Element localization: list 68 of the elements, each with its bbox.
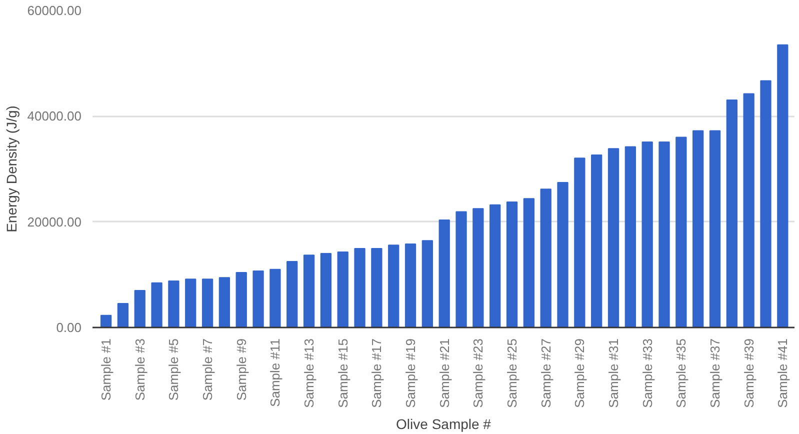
x-tick-label: Sample #21 bbox=[436, 338, 452, 408]
x-tick-label: Sample #7 bbox=[200, 338, 216, 401]
bar bbox=[523, 198, 534, 328]
bar bbox=[591, 154, 602, 328]
bar bbox=[218, 277, 230, 328]
bar bbox=[371, 248, 382, 328]
x-tick-label: Sample #33 bbox=[640, 338, 655, 408]
bar bbox=[354, 248, 366, 328]
x-tick-label: Sample #35 bbox=[674, 338, 689, 408]
bar bbox=[777, 44, 788, 328]
bar bbox=[743, 93, 754, 328]
bar bbox=[472, 208, 484, 328]
bar bbox=[438, 219, 450, 328]
x-tick-label: Sample #15 bbox=[335, 338, 350, 408]
x-tick-label: Sample #9 bbox=[234, 338, 249, 401]
x-tick-label: Sample #25 bbox=[504, 338, 520, 408]
bar bbox=[303, 254, 315, 328]
x-tick-label: Sample #31 bbox=[606, 338, 621, 408]
x-tick-label: Sample #29 bbox=[572, 338, 588, 408]
bar bbox=[456, 211, 467, 328]
bar bbox=[320, 253, 332, 328]
x-tick-label: Sample #11 bbox=[268, 338, 283, 407]
bar bbox=[608, 148, 620, 328]
x-axis-title: Olive Sample # bbox=[396, 416, 492, 432]
bar bbox=[151, 282, 162, 328]
x-tick-label: Sample #17 bbox=[369, 338, 384, 408]
bar bbox=[117, 302, 129, 328]
bar bbox=[490, 204, 501, 328]
bar bbox=[574, 158, 586, 328]
x-tick-label: Sample #1 bbox=[98, 338, 114, 401]
bar bbox=[692, 130, 704, 328]
bar bbox=[709, 130, 721, 328]
bar bbox=[134, 290, 146, 328]
y-axis-title: Energy Density (J/g) bbox=[3, 106, 20, 232]
x-tick-label: Sample #19 bbox=[403, 338, 418, 408]
x-tick-label: Sample #13 bbox=[302, 338, 317, 408]
x-tick-label: Sample #23 bbox=[470, 338, 486, 408]
y-tick-label: 20000.00 bbox=[27, 214, 82, 230]
bar bbox=[404, 244, 416, 328]
bar bbox=[202, 278, 214, 328]
x-tick-label: Sample #37 bbox=[707, 338, 722, 408]
x-tick-label: Sample #27 bbox=[538, 338, 554, 408]
x-tick-label: Sample #41 bbox=[775, 338, 790, 408]
bar bbox=[726, 100, 738, 328]
bar bbox=[185, 278, 196, 328]
bar bbox=[624, 146, 636, 328]
x-tick-label: Sample #5 bbox=[166, 338, 182, 401]
bar bbox=[286, 260, 298, 328]
bar bbox=[252, 270, 264, 328]
y-tick-label: 40000.00 bbox=[27, 108, 82, 124]
bar bbox=[422, 240, 434, 328]
bar bbox=[236, 272, 247, 328]
x-tick-label: Sample #3 bbox=[132, 338, 148, 401]
x-tick-label: Sample #39 bbox=[741, 338, 756, 408]
bar bbox=[506, 202, 518, 328]
bar bbox=[100, 314, 112, 328]
bar bbox=[388, 244, 400, 328]
y-tick-label: 0.00 bbox=[56, 320, 82, 335]
bar bbox=[270, 268, 281, 328]
bar bbox=[676, 136, 687, 328]
bar bbox=[168, 280, 180, 328]
bar bbox=[540, 188, 552, 328]
bar bbox=[642, 142, 653, 328]
bar bbox=[658, 142, 670, 328]
bar bbox=[760, 80, 772, 328]
bar bbox=[337, 251, 348, 328]
bar bbox=[557, 182, 568, 328]
y-tick-label: 60000.00 bbox=[27, 3, 82, 18]
